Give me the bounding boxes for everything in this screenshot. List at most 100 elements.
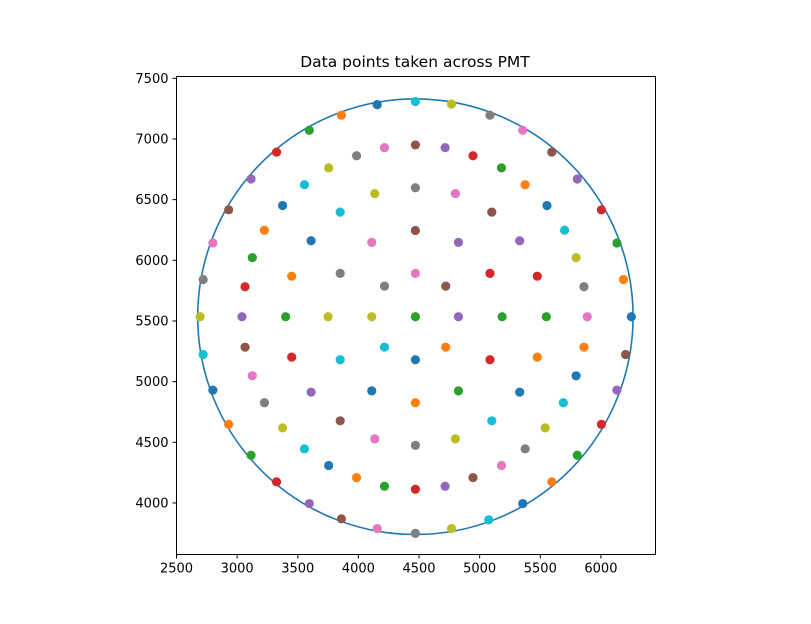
scatter-point — [240, 282, 250, 292]
y-tick-label: 5500 — [135, 314, 168, 329]
scatter-point — [618, 274, 629, 285]
y-tick-label: 6000 — [135, 254, 168, 269]
scatter-point — [247, 371, 257, 381]
y-tick-label: 5000 — [135, 375, 168, 390]
scatter-point — [541, 312, 551, 322]
scatter-point — [379, 342, 390, 352]
scatter-point — [336, 110, 347, 120]
scatter-point — [198, 349, 208, 360]
x-tick-label: 4000 — [342, 562, 375, 577]
scatter-point — [453, 386, 464, 396]
scatter-point — [518, 498, 528, 509]
y-tick-label: 4500 — [135, 436, 168, 451]
scatter-point — [335, 355, 345, 365]
scatter-point — [410, 484, 420, 494]
plot-frame — [176, 76, 656, 555]
scatter-point — [367, 386, 377, 396]
scatter-point — [410, 96, 420, 107]
scatter-point — [446, 523, 457, 534]
scatter-point — [372, 523, 382, 534]
scatter-point — [410, 183, 420, 193]
scatter-point — [446, 99, 457, 109]
scatter-point — [246, 174, 256, 184]
scatter-point — [572, 174, 582, 184]
scatter-point — [441, 342, 451, 352]
scatter-point — [450, 434, 461, 444]
scatter-point — [324, 163, 334, 173]
scatter-point — [351, 472, 362, 483]
scatter-point — [487, 207, 497, 217]
scatter-point — [410, 225, 420, 236]
scatter-point — [596, 205, 607, 215]
scatter-point — [259, 398, 270, 408]
scatter-point — [540, 423, 550, 433]
scatter-point — [496, 163, 507, 173]
scatter-point — [571, 371, 581, 381]
scatter-point — [410, 140, 420, 150]
scatter-point — [485, 355, 495, 365]
scatter-point — [323, 312, 333, 322]
scatter-point — [547, 147, 557, 157]
scatter-point — [367, 237, 377, 247]
scatter-point — [453, 312, 464, 322]
y-tick-label: 7000 — [135, 132, 168, 147]
scatter-point — [224, 205, 234, 215]
x-tick-label: 2500 — [160, 562, 193, 577]
scatter-point — [208, 238, 218, 248]
scatter-point — [278, 423, 288, 433]
scatter-point — [240, 342, 250, 352]
scatter-point — [278, 200, 288, 211]
scatter-point — [246, 450, 256, 460]
scatter-point — [335, 268, 345, 279]
scatter-point — [410, 312, 420, 322]
scatter-point — [612, 238, 622, 248]
scatter-point — [520, 444, 530, 454]
scatter-point — [410, 440, 420, 450]
scatter-point — [247, 253, 257, 263]
scatter-point — [410, 398, 420, 408]
scatter-point — [271, 477, 282, 487]
scatter-point — [299, 180, 310, 190]
scatter-point — [299, 444, 310, 454]
scatter-point — [532, 352, 542, 362]
scatter-point — [440, 142, 450, 153]
scatter-point — [287, 352, 297, 362]
scatter-point — [281, 312, 291, 322]
scatter-point — [370, 434, 380, 444]
scatter-point — [237, 312, 247, 322]
scatter-point — [304, 498, 314, 509]
scatter-point — [379, 142, 390, 153]
scatter-point — [484, 515, 494, 525]
scatter-point — [304, 125, 314, 135]
scatter-point — [367, 312, 377, 322]
scatter-point — [287, 271, 297, 281]
scatter-point — [485, 110, 495, 120]
scatter-point — [596, 419, 607, 429]
scatter-point — [370, 188, 380, 199]
scatter-point — [198, 274, 208, 285]
x-tick-label: 5000 — [463, 562, 496, 577]
scatter-point — [547, 477, 557, 487]
scatter-point — [485, 268, 495, 279]
scatter-point — [441, 281, 451, 291]
scatter-point — [515, 236, 525, 246]
scatter-point — [271, 147, 282, 157]
scatter-point — [496, 460, 507, 471]
scatter-point — [468, 472, 478, 483]
scatter-point — [453, 237, 464, 247]
scatter-point — [336, 514, 347, 524]
scatter-point — [379, 281, 390, 291]
scatter-point — [520, 180, 530, 190]
scatter-point — [582, 312, 592, 322]
scatter-point — [335, 416, 345, 426]
scatter-point — [468, 151, 478, 161]
scatter-point — [372, 100, 382, 110]
x-tick-label: 4500 — [402, 562, 435, 577]
scatter-point — [351, 151, 362, 161]
scatter-point — [259, 225, 270, 235]
scatter-point — [410, 528, 420, 538]
scatter-point — [410, 355, 420, 365]
scatter-point — [224, 419, 234, 429]
